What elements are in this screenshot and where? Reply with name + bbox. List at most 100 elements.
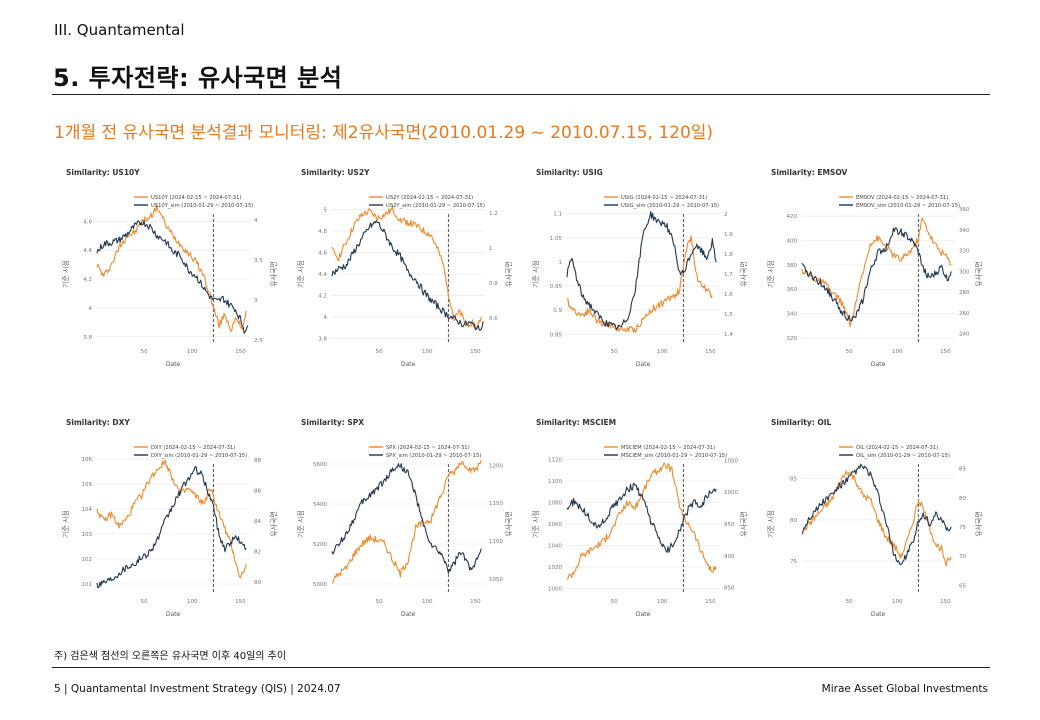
y-tick-label: 4.4	[318, 272, 327, 278]
x-tick-label: 50	[141, 599, 148, 605]
y2-tick-label: 75	[959, 525, 966, 531]
legend-label: MSCIEM_sim (2010-01-29 ~ 2010-07-15)	[621, 453, 727, 459]
page-subtitle: 1개월 전 유사국면 분석결과 모니터링: 제2유사국면(2010.01.29 …	[54, 123, 714, 143]
y2-tick-label: 80	[959, 496, 966, 502]
series-line-sim	[801, 463, 952, 566]
y2-tick-label: 300	[959, 269, 970, 275]
chart-title: Similarity: USIG	[536, 168, 603, 177]
legend-label: OIL_sim (2010-01-29 ~ 2010-07-15)	[856, 453, 950, 459]
x-tick-label: 50	[846, 599, 853, 605]
y2-tick-label: 65	[959, 583, 966, 589]
legend-label: US10Y_sim (2010-01-29 ~ 2010-07-15)	[151, 203, 253, 209]
y2-tick-label: 260	[959, 311, 970, 317]
x-tick-label: 150	[470, 349, 481, 355]
y-tick-label: 103	[82, 532, 93, 538]
y2-axis-label: 유사국면	[739, 511, 748, 537]
series-line-sim	[566, 482, 717, 553]
chart-svg: 3.8 4 4.2 4.4 4.6 4.8 5 0.6 0.8 1 1.2 50 100 150 Date 기…	[296, 195, 513, 368]
chart-title: Similarity: OIL	[771, 418, 832, 427]
y2-axis-label: 유사국면	[974, 261, 983, 287]
x-tick-label: 50	[611, 599, 618, 605]
x-tick-label: 150	[235, 599, 246, 605]
footnote: 주) 검은색 점선의 오른쪽은 유사국면 이후 40일의 추이	[54, 651, 287, 662]
chart-panel-usig: Similarity: USIG 0.85 0.9 0.95 1 1.05 1.1 1.4 1.…	[524, 160, 754, 382]
y-tick-label: 0.85	[550, 332, 563, 338]
y-axis-label: 기준 시점	[766, 260, 775, 288]
x-tick-label: 100	[422, 349, 433, 355]
y2-tick-label: 2	[724, 212, 728, 218]
chart-panel-spx: Similarity: SPX 5000 5200 5400 5600 1050 1100 1…	[289, 410, 519, 632]
chart-svg: 101 102 103 104 105 106 80 82 84 86 88 50 100 150 Date…	[61, 445, 278, 618]
y-tick-label: 1120	[548, 457, 562, 463]
y2-tick-label: 1000	[724, 490, 738, 496]
y2-tick-label: 340	[959, 228, 970, 234]
y-tick-label: 1100	[548, 479, 562, 485]
chart-title: Similarity: US10Y	[66, 168, 140, 177]
x-tick-label: 100	[187, 349, 198, 355]
y2-tick-label: 2.5	[254, 338, 263, 344]
y-tick-label: 4.2	[83, 277, 92, 283]
series-line-current	[331, 459, 482, 584]
y-tick-label: 4	[89, 306, 93, 312]
series-line-current	[801, 217, 952, 328]
y-tick-label: 5200	[313, 542, 327, 548]
y2-tick-label: 86	[254, 489, 261, 495]
series-line-sim	[566, 211, 717, 330]
y2-axis-label: 유사국면	[739, 261, 748, 287]
y-tick-label: 1080	[548, 500, 562, 506]
y2-tick-label: 1150	[489, 501, 503, 507]
chart-panel-us2y: Similarity: US2Y 3.8 4 4.2 4.4 4.6 4.8 5 0.6 0.8 1…	[289, 160, 519, 382]
x-tick-label: 100	[657, 349, 668, 355]
series-line-current	[566, 235, 713, 333]
y2-axis-label: 유사국면	[269, 261, 278, 287]
y-tick-label: 420	[787, 214, 798, 220]
y-tick-label: 5400	[313, 502, 327, 508]
legend-label: DXY_sim (2010-01-29 ~ 2010-07-15)	[151, 453, 247, 459]
legend-label: SPX_sim (2010-01-29 ~ 2010-07-15)	[386, 453, 481, 459]
x-axis-label: Date	[401, 361, 416, 368]
legend-label: USIG_sim (2010-01-29 ~ 2010-07-15)	[621, 203, 719, 209]
y2-tick-label: 70	[959, 554, 966, 560]
y2-tick-label: 320	[959, 249, 970, 255]
y-tick-label: 75	[790, 559, 797, 565]
y2-tick-label: 85	[959, 467, 966, 473]
y-tick-label: 1040	[548, 544, 562, 550]
y2-tick-label: 1.4	[724, 332, 733, 338]
y2-tick-label: 3	[254, 298, 258, 304]
legend-label: US2Y_sim (2010-01-29 ~ 2010-07-15)	[386, 203, 485, 209]
footer-company: Mirae Asset Global Investments	[821, 683, 988, 695]
series-line-current	[96, 459, 247, 579]
chart-svg: 0.85 0.9 0.95 1 1.05 1.1 1.4 1.5 1.6 1.7 1.8 1.9 2 50…	[531, 195, 748, 368]
section-label: III. Quantamental	[54, 21, 185, 39]
x-tick-label: 100	[187, 599, 198, 605]
legend-label: MSCIEM (2024-02-15 ~ 2024-07-31)	[621, 445, 715, 451]
y-axis-label: 기준 시점	[296, 260, 305, 288]
y-axis-label: 기준 시점	[531, 510, 540, 538]
chart-panel-us10y: Similarity: US10Y 3.8 4 4.2 4.4 4.6 2.5 3 3.5 4 50…	[54, 160, 284, 382]
y-tick-label: 1.1	[553, 212, 562, 218]
chart-svg: 320 340 360 380 400 420 240 260 280 300 320 340 360 5…	[766, 195, 983, 368]
legend-label: EMSOV (2024-02-15 ~ 2024-07-31)	[856, 195, 948, 201]
y-tick-label: 1020	[548, 565, 562, 571]
y-tick-label: 4.8	[318, 229, 327, 235]
x-axis-label: Date	[636, 361, 651, 368]
x-tick-label: 100	[422, 599, 433, 605]
y-tick-label: 1000	[548, 587, 562, 593]
y2-tick-label: 80	[254, 580, 261, 586]
chart-panel-oil: Similarity: OIL 75 80 85 65 70 75 80 85 50 100 150 D…	[759, 410, 989, 632]
x-tick-label: 100	[657, 599, 668, 605]
x-axis-label: Date	[871, 361, 886, 368]
x-tick-label: 150	[705, 599, 716, 605]
y2-tick-label: 88	[254, 458, 261, 464]
y-axis-label: 기준 시점	[61, 510, 70, 538]
chart-svg: 1000 1020 1040 1060 1080 1100 1120 850 900 950 100…	[531, 445, 748, 618]
chart-title: Similarity: EMSOV	[771, 168, 848, 177]
chart-panel-dxy: Similarity: DXY 101 102 103 104 105 106 80 82 84 8…	[54, 410, 284, 632]
y-tick-label: 340	[787, 312, 798, 318]
y-tick-label: 1.05	[550, 236, 563, 242]
legend-label: US10Y (2024-02-15 ~ 2024-07-31)	[151, 195, 242, 201]
chart-title: Similarity: DXY	[66, 418, 130, 427]
legend-label: DXY (2024-02-15 ~ 2024-07-31)	[151, 445, 235, 451]
y2-tick-label: 360	[959, 207, 970, 213]
x-tick-label: 50	[611, 349, 618, 355]
